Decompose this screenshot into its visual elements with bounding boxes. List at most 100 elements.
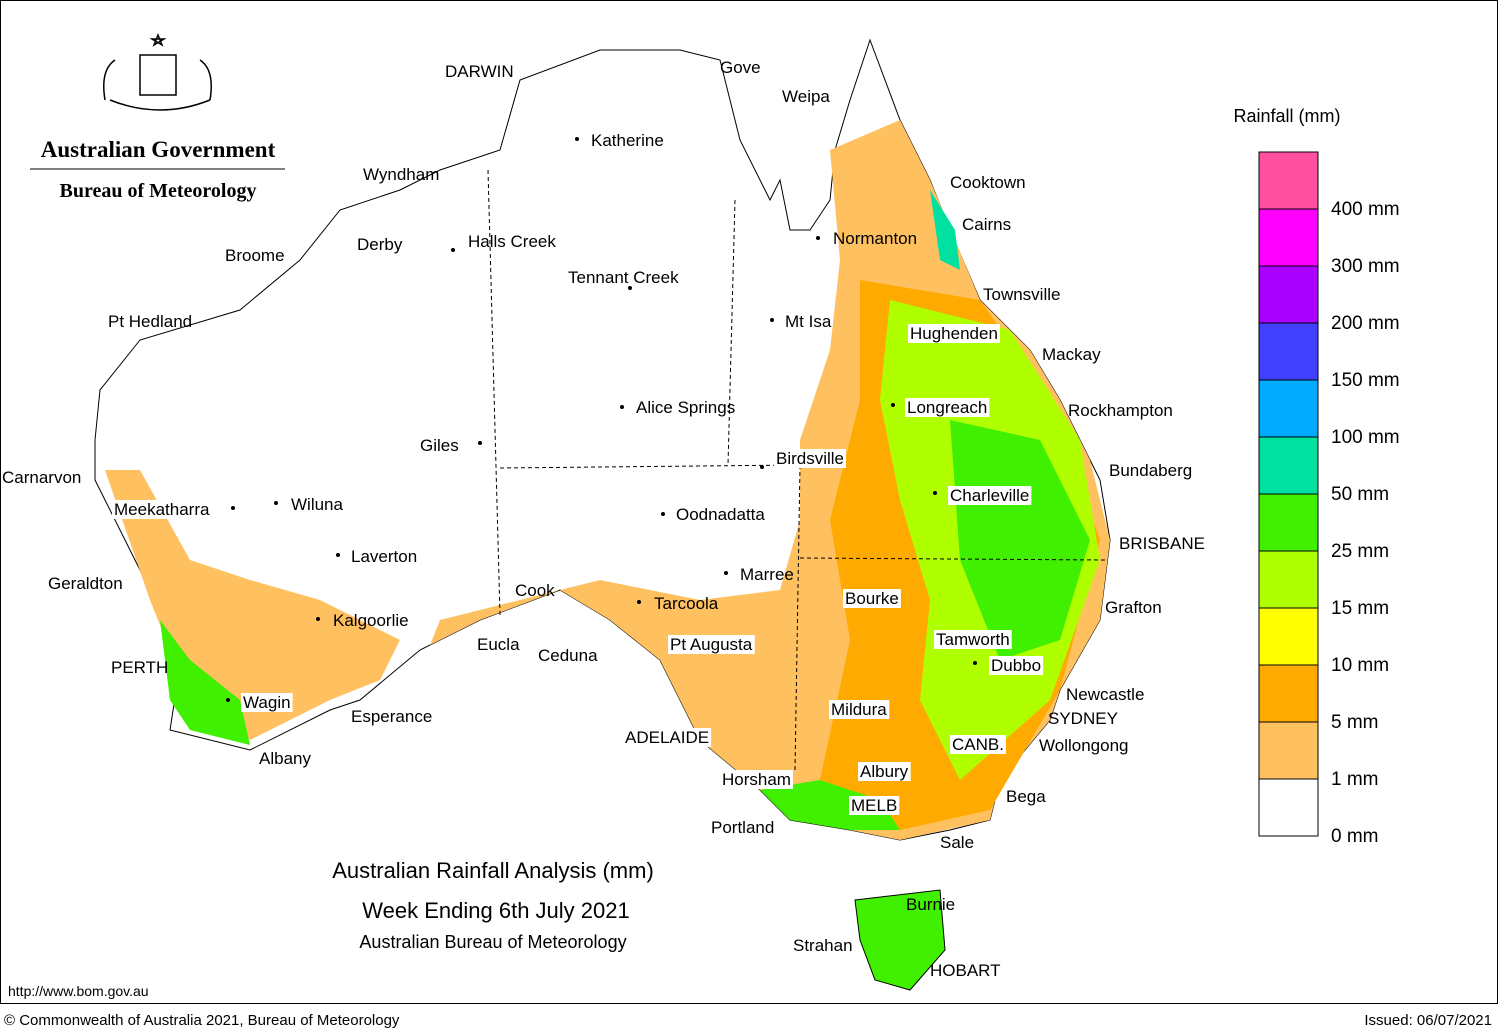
city: Marree xyxy=(724,565,794,584)
city-label: Weipa xyxy=(782,87,830,106)
city: Albany xyxy=(259,749,311,768)
city: Pt Hedland xyxy=(108,312,192,331)
city-label: Ceduna xyxy=(538,646,598,665)
city: CANB. xyxy=(950,735,1006,754)
rain-1mm-west xyxy=(105,470,400,740)
city: Weipa xyxy=(782,87,830,106)
city-label: Hughenden xyxy=(910,324,998,343)
city-label: Wiluna xyxy=(291,495,344,514)
city-label-bg xyxy=(858,762,911,781)
city-label: Bundaberg xyxy=(1109,461,1192,480)
city-label: Charleville xyxy=(950,486,1029,505)
city-label: Oodnadatta xyxy=(676,505,765,524)
legend-label: 1 mm xyxy=(1331,769,1379,790)
legend-swatch xyxy=(1258,778,1319,837)
city-label: Mildura xyxy=(831,700,887,719)
legend-title: Rainfall (mm) xyxy=(1233,106,1340,126)
city: Grafton xyxy=(1105,598,1162,617)
footer-url: http://www.bom.gov.au xyxy=(8,983,149,999)
city: Rockhampton xyxy=(1068,401,1173,420)
bureau-name: Bureau of Meteorology xyxy=(59,180,256,202)
city-label: Meekatharra xyxy=(114,500,210,519)
city: Eucla xyxy=(477,635,520,654)
city-label: BRISBANE xyxy=(1119,534,1205,553)
city: Bourke xyxy=(843,589,901,608)
city: Tarcoola xyxy=(637,594,719,613)
city-label-bg xyxy=(849,796,900,815)
legend-label: 50 mm xyxy=(1331,484,1389,505)
city-dot xyxy=(661,512,665,516)
city: DARWIN xyxy=(445,62,514,81)
city-label: Mackay xyxy=(1042,345,1101,364)
city-label: Wagin xyxy=(243,693,291,712)
legend-swatch xyxy=(1258,550,1319,609)
city: Bundaberg xyxy=(1109,461,1192,480)
city-label: HOBART xyxy=(930,961,1001,980)
city: Wagin xyxy=(226,693,293,712)
legend-swatch xyxy=(1258,151,1319,210)
city-label-bg xyxy=(774,449,847,468)
city-dot xyxy=(336,553,340,557)
city: HOBART xyxy=(930,961,1001,980)
city-dot xyxy=(274,501,278,505)
city-dot xyxy=(620,405,624,409)
city-label: Horsham xyxy=(722,770,791,789)
city-label: Mt Isa xyxy=(785,312,832,331)
city: Wyndham xyxy=(363,165,439,184)
city-label: PERTH xyxy=(111,658,168,677)
city-label-bg xyxy=(843,589,901,608)
city: Esperance xyxy=(351,707,432,726)
city-label: Burnie xyxy=(906,895,955,914)
city-label: Rockhampton xyxy=(1068,401,1173,420)
city: Dubbo xyxy=(973,656,1044,675)
city-label: Tamworth xyxy=(936,630,1010,649)
city-dot xyxy=(231,506,235,510)
city: PERTH xyxy=(111,658,168,677)
city-dot xyxy=(973,661,977,665)
city: Cook xyxy=(515,581,555,600)
city-label-bg xyxy=(934,630,1012,649)
legend-swatch xyxy=(1258,607,1319,666)
legend-swatch xyxy=(1258,379,1319,438)
legend-swatch xyxy=(1258,493,1319,552)
city-label-bg xyxy=(905,398,990,417)
city-dot xyxy=(816,236,820,240)
city: Tennant Creek xyxy=(568,268,679,290)
city-label: Townsville xyxy=(983,285,1060,304)
city: Wollongong xyxy=(1039,736,1128,755)
legend-swatch xyxy=(1258,436,1319,495)
city-label: Carnarvon xyxy=(2,468,81,487)
city: Mt Isa xyxy=(770,312,832,331)
city: Oodnadatta xyxy=(661,505,765,524)
city-label: Marree xyxy=(740,565,794,584)
tasmania xyxy=(854,889,946,991)
city: Hughenden xyxy=(908,324,1000,343)
legend-label: 15 mm xyxy=(1331,598,1389,619)
legend-swatch xyxy=(1258,208,1319,267)
city-label: Wollongong xyxy=(1039,736,1128,755)
city-label: Katherine xyxy=(591,131,664,150)
city: Mildura xyxy=(829,700,890,719)
city: Townsville xyxy=(983,285,1060,304)
city-label: Broome xyxy=(225,246,285,265)
city-label: Alice Springs xyxy=(636,398,735,417)
rain-25mm xyxy=(950,420,1090,660)
city: Geraldton xyxy=(48,574,123,593)
city-label: Laverton xyxy=(351,547,417,566)
city-label: Albany xyxy=(259,749,311,768)
city-label: Normanton xyxy=(833,229,917,248)
city-label: Albury xyxy=(860,762,909,781)
city-label: Kalgoorlie xyxy=(333,611,409,630)
city: BRISBANE xyxy=(1119,534,1205,553)
rain-50mm xyxy=(930,190,960,270)
city: Cooktown xyxy=(950,173,1026,192)
city-label: Gove xyxy=(720,58,761,77)
city-label: Esperance xyxy=(351,707,432,726)
city-label-bg xyxy=(241,693,293,712)
city-label: Giles xyxy=(420,436,459,455)
city-dot xyxy=(226,698,230,702)
city-label: Cook xyxy=(515,581,555,600)
city-dot xyxy=(316,617,320,621)
